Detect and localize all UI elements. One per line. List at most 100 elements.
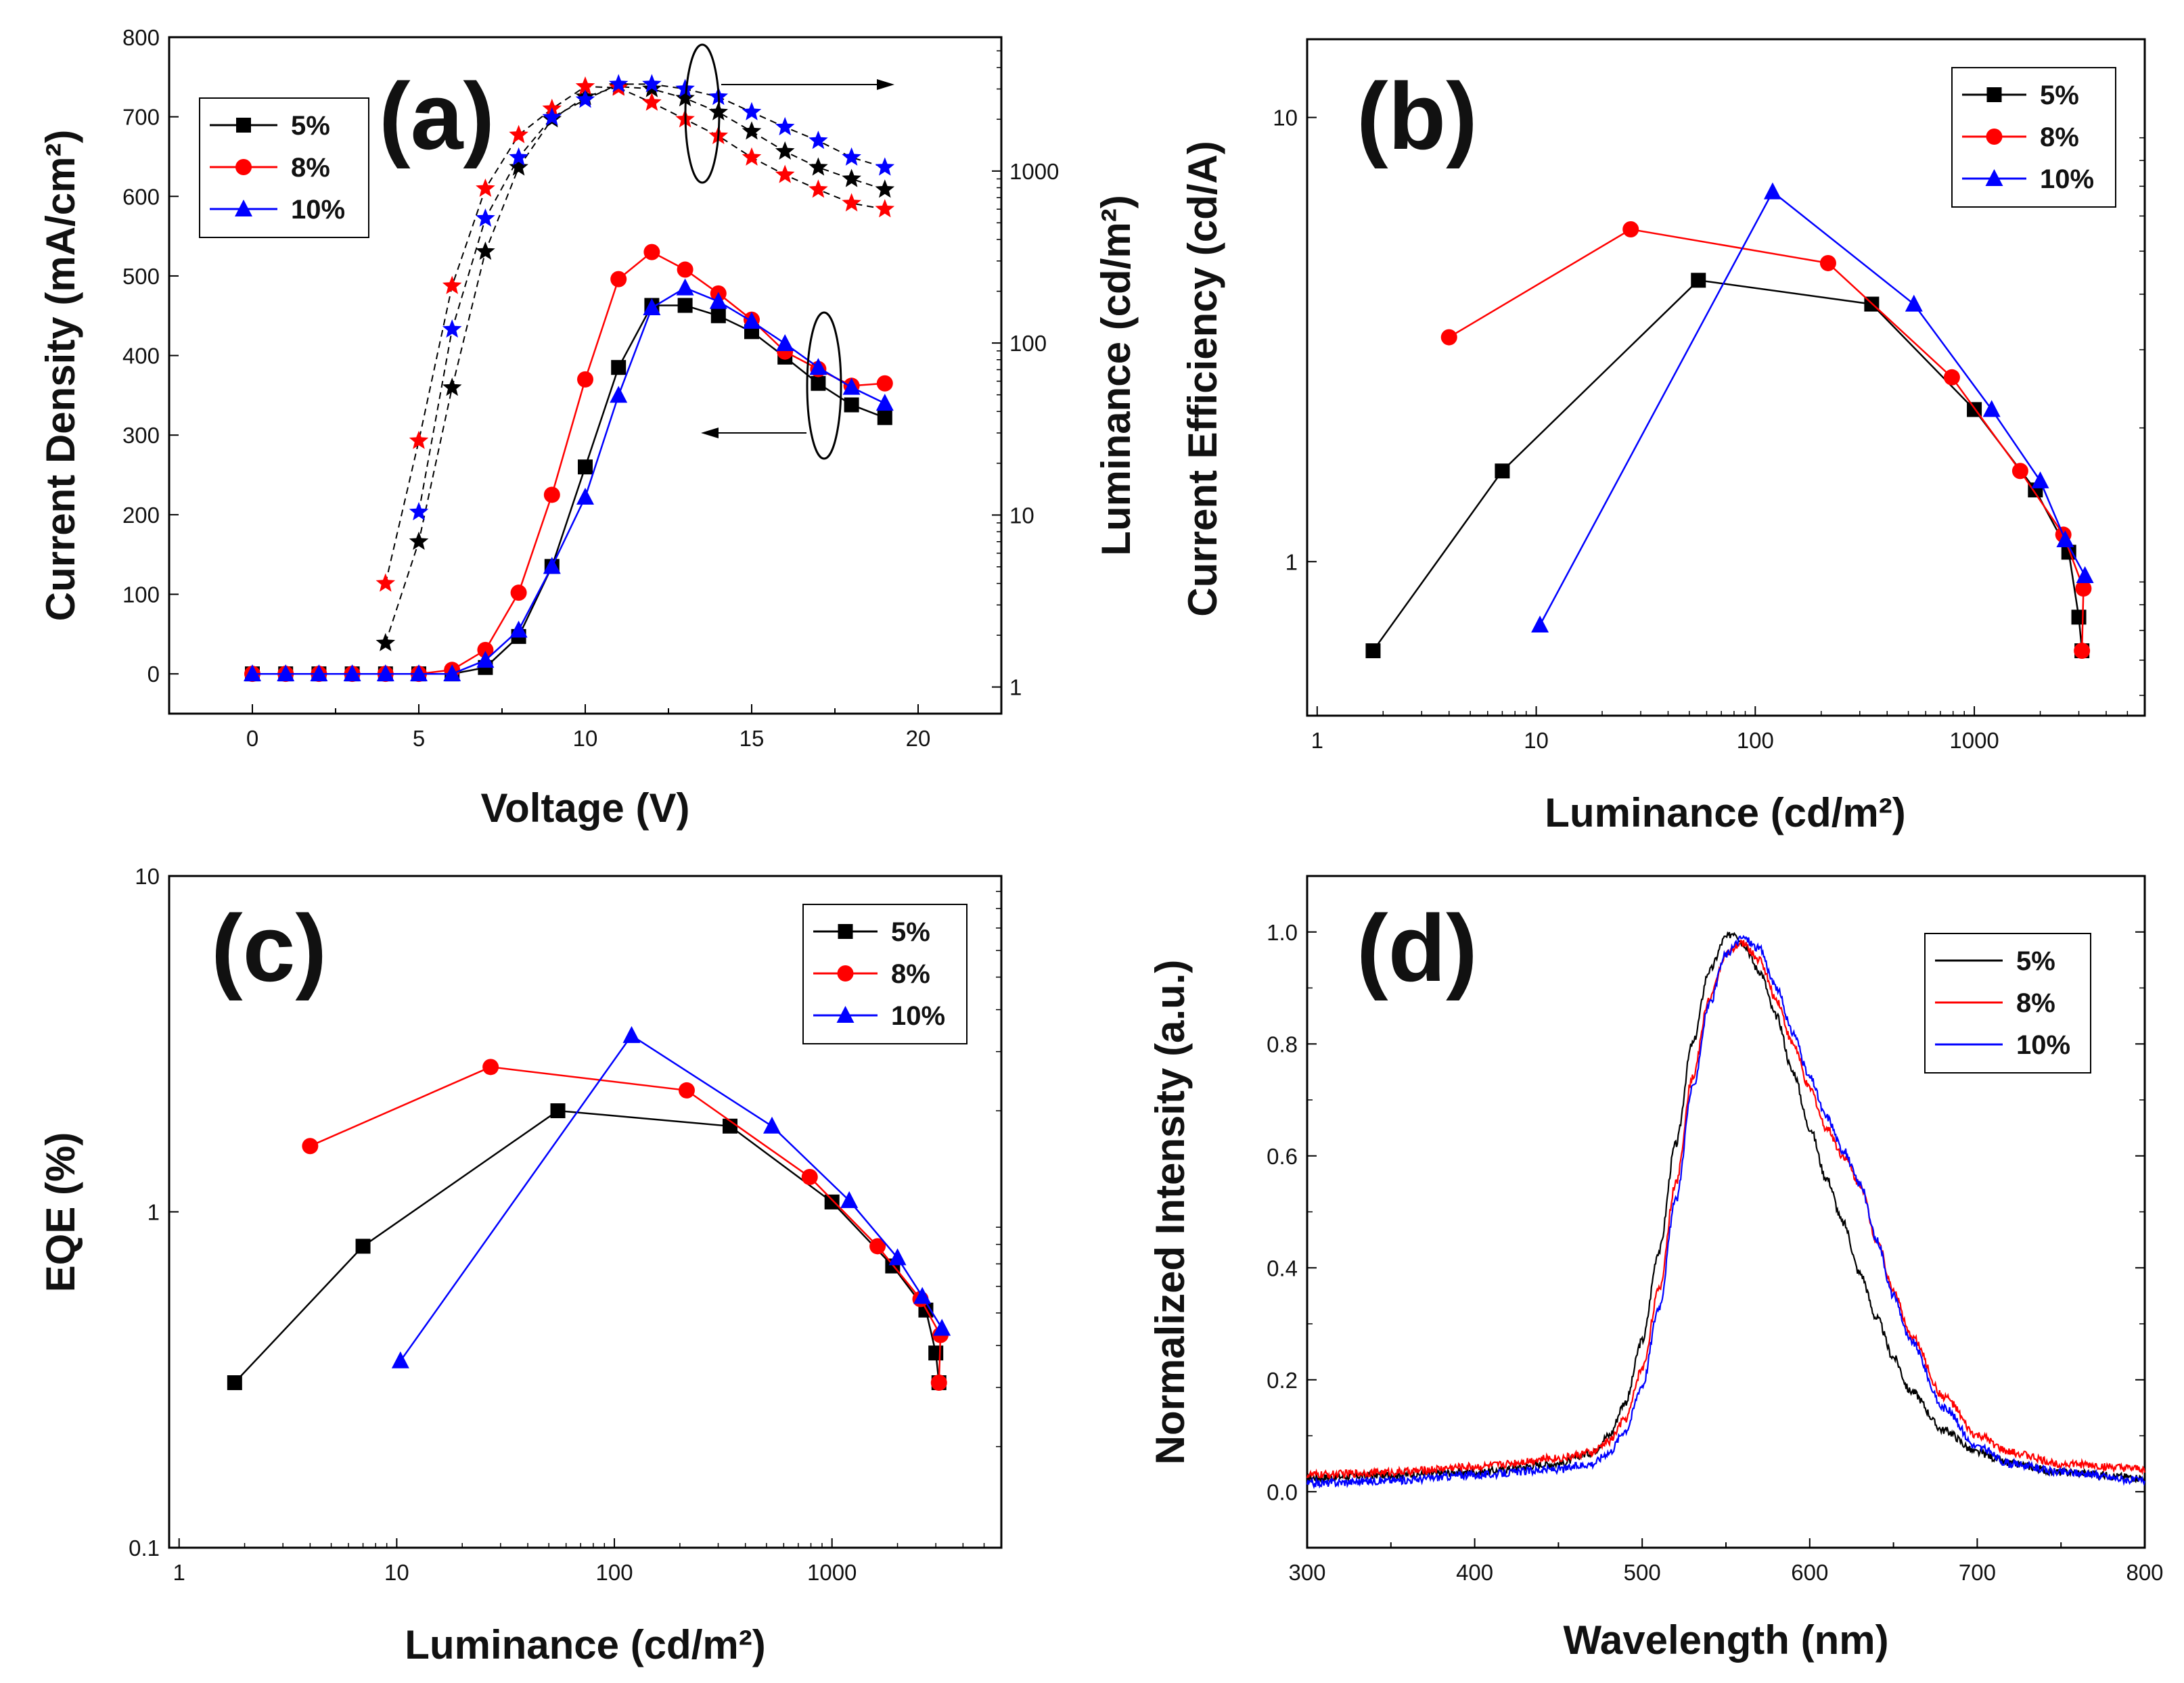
legend-marker-5pct [838,924,853,939]
current-density-point-10pct [443,664,461,682]
x-tick-label-c: 10 [384,1560,409,1585]
x-tick-label-d: 500 [1624,1560,1661,1585]
legend-marker-8pct [235,159,252,175]
luminance-point-10pct [542,107,562,126]
y-tick-label-c: 1 [147,1200,160,1225]
current-density-point-10pct [376,664,394,682]
x-tick-label-d: 600 [1791,1560,1828,1585]
data-point-10pct [2056,530,2074,547]
x-tick-label-d: 300 [1288,1560,1325,1585]
data-point-10pct [1763,182,1781,200]
data-point-8pct [2075,580,2092,597]
legend-marker-8pct [837,965,854,982]
luminance-point-10pct [442,319,462,338]
arrowhead-left [701,428,719,438]
luminance-point-5pct [742,121,762,140]
legend-label-10pct: 10% [2040,164,2094,194]
data-point-10pct [1531,615,1549,632]
x-axis-label-a: Voltage (V) [481,785,690,831]
luminance-point-8pct [875,199,895,218]
ticks-d: 300 400 500 600 700 800 0.0 0.2 0.4 0.6 0.8 1.0 [1267,875,2164,1585]
y2-tick-label-a: 1000 [1009,159,1059,184]
y-tick-label-a: 700 [122,105,160,130]
luminance-point-5pct [509,157,528,176]
legend-marker-5pct [1986,87,2002,102]
luminance-point-8pct [642,92,662,111]
legend-a: 5% 8% 10% [199,97,369,238]
current-density-point-5pct [877,410,892,425]
luminance-point-8pct [742,147,762,166]
data-point-10pct [913,1287,932,1304]
luminance-point-10pct [608,74,629,93]
current-density-point-5pct [710,308,726,323]
luminance-point-5pct [775,141,795,160]
current-density-point-10pct [809,358,827,375]
data-point-8pct [302,1138,319,1155]
y-tick-label-d: 1.0 [1267,920,1298,945]
current-density-point-8pct [876,375,893,392]
luminance-line-5pct [384,85,886,644]
marks-a [244,74,895,683]
y-tick-label-d: 0.6 [1267,1144,1298,1169]
current-density-point-8pct [510,584,527,601]
data-point-5pct [928,1345,944,1361]
y-axis-label-d: Normalized Intensity (a.u.) [1147,960,1193,1465]
ticks-c: 1 10 100 1000 0.1 1 10 [129,864,1002,1585]
data-point-5pct [2061,545,2076,560]
marks-c [227,1025,951,1391]
legend-label-10pct: 10% [291,195,345,225]
current-density-point-8pct [677,261,693,278]
luminance-point-10pct [809,131,828,149]
current-density-point-10pct [776,333,794,351]
y-tick-label-d: 0.4 [1267,1255,1298,1281]
data-point-10pct [391,1351,409,1368]
luminance-point-10pct [409,502,429,521]
data-point-8pct [801,1168,818,1185]
y-tick-label-a: 800 [122,25,160,50]
luminance-point-10pct [675,78,695,97]
current-density-point-5pct [611,360,627,375]
current-density-point-10pct [310,664,328,682]
x-tick-label-b: 10 [1524,728,1549,753]
y-tick-label-d: 0.2 [1267,1368,1298,1393]
current-density-point-10pct [509,620,528,638]
luminance-point-10pct [509,147,528,166]
x-tick-label-d: 800 [2126,1560,2163,1585]
luminance-point-8pct [476,178,495,197]
data-point-10pct [888,1248,907,1266]
callout-ellipse-luminance [684,43,721,184]
luminance-point-5pct [875,179,895,198]
series-line-8pct [309,1066,942,1383]
data-point-10pct [1905,294,1923,312]
data-point-5pct [1495,463,1510,479]
luminance-point-8pct [509,124,528,143]
legend-marker-10pct [1985,169,2003,186]
y-axis-label-b: Current Efficiency (cd/A) [1180,141,1225,616]
data-point-10pct [840,1191,859,1208]
current-density-point-10pct [476,651,495,668]
x-tick-label-d: 700 [1959,1560,1996,1585]
data-point-8pct [930,1375,947,1391]
luminance-point-5pct [842,168,861,187]
legend-label-5pct: 5% [891,917,930,947]
current-density-point-10pct [743,312,760,329]
panel-c: 1 10 100 1000 0.1 1 10 (c) Luminance (cd/m²) E… [38,864,1003,1667]
current-density-point-10pct [576,488,594,505]
data-point-5pct [227,1375,242,1391]
x-tick-label-c: 1000 [807,1560,857,1585]
current-density-point-10pct [244,664,261,682]
data-point-10pct [933,1318,951,1336]
luminance-point-10pct [575,89,595,108]
data-point-10pct [622,1025,641,1043]
marks-d [1306,931,2146,1490]
panel-label-b: (b) [1357,63,1478,169]
series-line-5pct [233,1109,940,1383]
series-line-5pct [1372,279,2083,651]
y2-tick-label-a: 100 [1009,331,1047,356]
luminance-point-8pct [809,179,828,198]
current-density-point-10pct [643,298,661,315]
y-tick-label-c: 10 [135,864,160,889]
data-point-8pct [482,1059,499,1076]
current-density-point-8pct [477,641,494,658]
x-tick-label-b: 1000 [1949,728,1999,753]
